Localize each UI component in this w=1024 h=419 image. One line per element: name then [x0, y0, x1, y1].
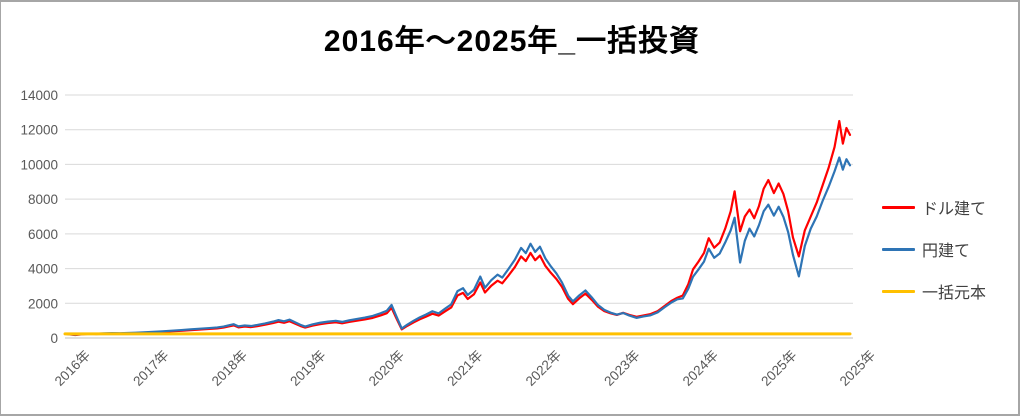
- series-line-dollar: [63, 119, 852, 337]
- x-axis-label: 2018年: [209, 348, 250, 389]
- y-axis-label: 6000: [28, 227, 58, 242]
- y-axis-label: 2000: [28, 296, 58, 311]
- x-axis-label: 2017年: [130, 348, 171, 389]
- series-line-yen: [63, 156, 852, 336]
- chart-legend: ドル建て 円建て 一括元本: [882, 194, 1014, 320]
- chart-title: 2016年～2025年_一括投資: [323, 25, 701, 58]
- legend-line-swatch-icon: [882, 205, 915, 209]
- legend-item-yen: 円建て: [882, 236, 1014, 262]
- legend-label-principal: 一括元本: [922, 285, 987, 302]
- legend-label-yen: 円建て: [922, 243, 971, 260]
- x-axis-label: 2021年: [444, 348, 485, 389]
- x-axis-label: 2024年: [680, 348, 721, 389]
- x-axis-label: 2025年: [837, 348, 878, 389]
- legend-label-dollar: ドル建て: [922, 201, 987, 218]
- x-axis-label: 2023年: [601, 348, 642, 389]
- legend-item-principal: 一括元本: [882, 278, 1014, 304]
- x-axis-label: 2025年: [758, 348, 799, 389]
- y-axis-label: 12000: [20, 123, 58, 138]
- x-axis-label: 2020年: [366, 348, 407, 389]
- x-axis-label: 2016年: [52, 348, 93, 389]
- y-axis-label: 4000: [28, 262, 58, 277]
- y-axis-label: 0: [50, 331, 58, 346]
- y-axis-label: 14000: [20, 88, 58, 103]
- x-axis-label: 2019年: [287, 348, 328, 389]
- y-axis-label: 8000: [28, 192, 58, 207]
- legend-line-swatch-icon: [882, 247, 915, 251]
- x-axis-label: 2022年: [523, 348, 564, 389]
- legend-item-dollar: ドル建て: [882, 194, 1014, 220]
- y-axis-label: 10000: [20, 157, 58, 172]
- legend-line-swatch-icon: [882, 289, 915, 293]
